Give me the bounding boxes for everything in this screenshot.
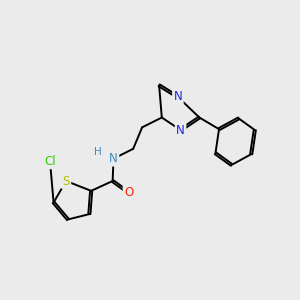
Text: O: O (124, 186, 133, 199)
Text: N: N (176, 124, 185, 136)
Text: N: N (173, 91, 182, 103)
Text: H: H (94, 147, 101, 158)
Text: S: S (62, 175, 70, 188)
Text: Cl: Cl (44, 155, 56, 168)
Text: N: N (109, 152, 118, 165)
